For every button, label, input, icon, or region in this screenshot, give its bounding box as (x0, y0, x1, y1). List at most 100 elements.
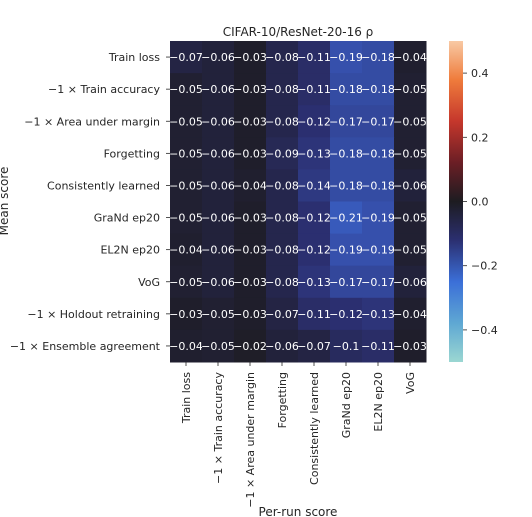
cell-value-label: −0.03 (233, 244, 267, 257)
heatmap-cell (298, 137, 331, 170)
row-tick-label: −1 × Ensemble agreement (10, 340, 161, 353)
row-tick-label: Train loss (108, 51, 160, 64)
heatmap-cell (330, 169, 363, 202)
heatmap-cell (170, 169, 203, 202)
cell-value-label: −0.17 (361, 276, 395, 289)
column-tick-label: GraNd ep20 (340, 372, 353, 438)
heatmap-cell (394, 169, 427, 202)
cell-value-label: −0.03 (233, 51, 267, 64)
cell-value-label: −0.06 (201, 147, 235, 160)
heatmap-cell (362, 169, 395, 202)
heatmap-cell (202, 105, 235, 138)
cell-value-label: −0.04 (169, 244, 203, 257)
row-tick-label: VoG (138, 276, 160, 289)
cell-value-label: −0.18 (361, 83, 395, 96)
cell-value-label: −0.03 (233, 83, 267, 96)
chart-title: CIFAR-10/ResNet-20-16 ρ (223, 25, 374, 39)
heatmap-cell (330, 233, 363, 267)
heatmap-cell (170, 329, 203, 363)
cell-value-label: −0.08 (265, 276, 299, 289)
heatmap-cell (394, 137, 427, 170)
heatmap-cell (202, 233, 235, 267)
row-tick-label: −1 × Area under margin (24, 115, 160, 128)
heatmap-cell (394, 233, 427, 267)
cell-value-label: −0.1 (333, 340, 360, 353)
heatmap-cell (170, 137, 203, 170)
cell-value-label: −0.03 (169, 308, 203, 321)
heatmap-cell (234, 41, 267, 74)
cell-value-label: −0.05 (393, 115, 427, 128)
heatmap-cell (170, 41, 203, 74)
cell-value-label: −0.17 (329, 276, 363, 289)
heatmap-cells: −0.07−0.06−0.03−0.08−0.11−0.19−0.18−0.04… (169, 41, 427, 363)
cell-value-label: −0.19 (361, 244, 395, 257)
heatmap-cell (330, 73, 363, 106)
cell-value-label: −0.06 (201, 276, 235, 289)
heatmap-cell (266, 297, 299, 331)
heatmap-cell (266, 137, 299, 170)
cell-value-label: −0.09 (265, 147, 299, 160)
cell-value-label: −0.17 (329, 115, 363, 128)
heatmap-cell (234, 201, 267, 235)
cell-value-label: −0.05 (201, 340, 235, 353)
cell-value-label: −0.08 (265, 51, 299, 64)
cell-value-label: −0.13 (361, 308, 395, 321)
heatmap-cell (362, 265, 395, 299)
cell-value-label: −0.06 (201, 179, 235, 192)
cell-value-label: −0.12 (329, 308, 363, 321)
cell-value-label: −0.05 (169, 147, 203, 160)
heatmap-cell (234, 169, 267, 202)
cell-value-label: −0.05 (169, 83, 203, 96)
cell-value-label: −0.13 (297, 276, 331, 289)
column-tick-labels: Train loss −1 × Train accuracy −1 × Area u… (180, 362, 417, 508)
heatmap-cell (170, 265, 203, 299)
cell-value-label: −0.12 (297, 115, 331, 128)
heatmap-cell (234, 105, 267, 138)
cell-value-label: −0.13 (297, 147, 331, 160)
heatmap-cell (234, 137, 267, 170)
cell-value-label: −0.08 (265, 212, 299, 225)
cell-value-label: −0.04 (233, 179, 267, 192)
cell-value-label: −0.11 (297, 51, 331, 64)
cell-value-label: −0.07 (265, 308, 299, 321)
heatmap-cell (202, 73, 235, 106)
heatmap-cell (170, 73, 203, 106)
cell-value-label: −0.06 (201, 51, 235, 64)
heatmap-cell (266, 73, 299, 106)
colorbar-tick-label: −0.4 (471, 324, 498, 337)
heatmap-cell (170, 233, 203, 267)
cell-value-label: −0.08 (265, 83, 299, 96)
cell-value-label: −0.18 (361, 147, 395, 160)
heatmap-cell (298, 201, 331, 235)
heatmap-cell (266, 201, 299, 235)
cell-value-label: −0.03 (393, 340, 427, 353)
heatmap-cell (266, 41, 299, 74)
heatmap-cell (202, 201, 235, 235)
heatmap-cell (330, 297, 363, 331)
cell-value-label: −0.17 (361, 115, 395, 128)
cell-value-label: −0.05 (169, 276, 203, 289)
column-tick-label: Forgetting (276, 372, 289, 428)
heatmap-cell (170, 105, 203, 138)
cell-value-label: −0.14 (297, 179, 331, 192)
heatmap-cell (394, 201, 427, 235)
heatmap-cell (234, 265, 267, 299)
cell-value-label: −0.18 (329, 179, 363, 192)
cell-value-label: −0.06 (201, 83, 235, 96)
cell-value-label: −0.11 (297, 308, 331, 321)
cell-value-label: −0.06 (201, 212, 235, 225)
heatmap-cell (266, 233, 299, 267)
heatmap-cell (170, 201, 203, 235)
cell-value-label: −0.19 (329, 244, 363, 257)
heatmap-cell (298, 297, 331, 331)
colorbar-tick-label: −0.2 (471, 260, 498, 273)
heatmap-cell (330, 105, 363, 138)
cell-value-label: −0.04 (393, 308, 427, 321)
heatmap-cell (266, 169, 299, 202)
x-axis-label: Per-run score (259, 505, 338, 517)
heatmap-cell (362, 73, 395, 106)
heatmap-cell (330, 41, 363, 74)
colorbar-tick-label: 0.4 (471, 67, 489, 80)
cell-value-label: −0.12 (297, 244, 331, 257)
heatmap-cell (298, 265, 331, 299)
